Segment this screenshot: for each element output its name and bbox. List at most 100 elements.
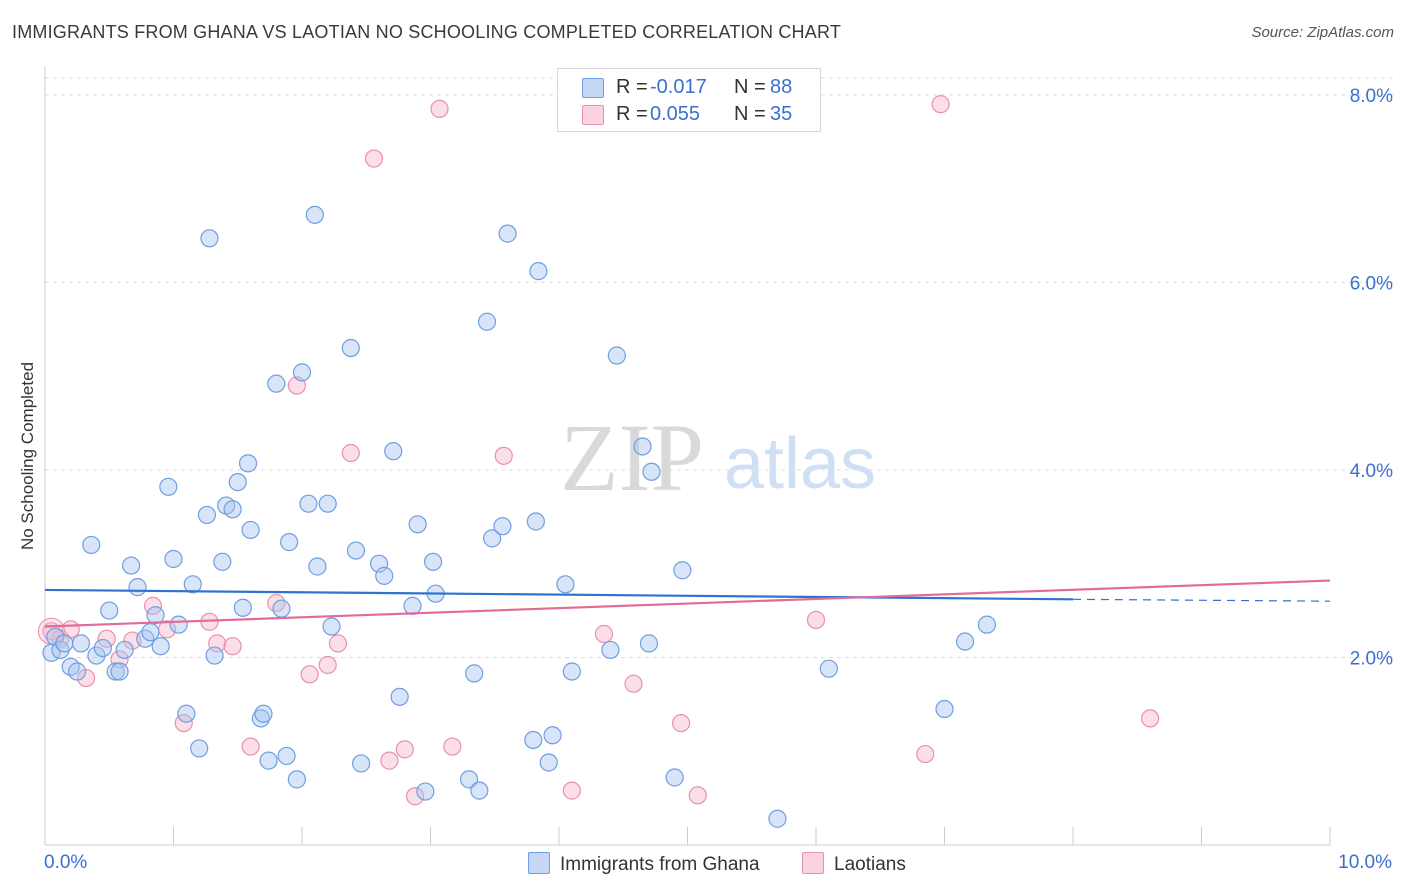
ghana-legend-swatch <box>528 852 550 874</box>
ghana-point <box>390 687 409 706</box>
ghana-point <box>459 770 479 789</box>
ghana-point <box>642 462 661 481</box>
ghana-point <box>254 704 273 723</box>
y-tick-label: 2.0% <box>1350 648 1393 669</box>
laotian-point <box>806 610 826 630</box>
laotian-point <box>671 713 691 733</box>
ghana-point <box>633 437 652 456</box>
ghana-point <box>190 739 209 758</box>
ghana-point <box>287 770 306 789</box>
ghana-point <box>177 704 196 723</box>
ghana-point <box>223 500 242 519</box>
ghana-point <box>183 575 202 594</box>
ghana-point <box>352 754 371 773</box>
ghana-point <box>322 617 341 636</box>
ghana-point <box>524 730 543 750</box>
ghana-point <box>87 646 106 665</box>
ghana-point <box>416 782 435 801</box>
y-tick-label: 6.0% <box>1350 273 1393 294</box>
watermark-atlas: atlas <box>724 424 876 504</box>
ghana-point <box>68 662 87 681</box>
laotian-point <box>688 786 707 805</box>
ghana-point <box>673 561 692 580</box>
laotian-point <box>916 744 935 764</box>
ghana-trend-line <box>44 588 1074 601</box>
n-label: N = <box>734 103 766 125</box>
ghana-point <box>935 699 954 719</box>
ghana-point <box>110 662 129 681</box>
ghana-point <box>543 726 562 745</box>
laotian-point <box>1140 709 1160 728</box>
n-value: 35 <box>770 103 793 125</box>
ghana-point <box>639 634 659 653</box>
r-value: 0.055 <box>650 103 701 125</box>
ghana-point <box>305 205 324 224</box>
n-label: N = <box>734 76 766 98</box>
laotian-point <box>443 737 462 756</box>
ghana-point <box>200 229 219 248</box>
ghana-point <box>164 549 183 569</box>
ghana-point <box>272 599 291 618</box>
ghana-point <box>213 552 232 571</box>
ghana-point <box>241 520 260 540</box>
laotian-trend-line <box>44 579 1331 628</box>
ghana-point <box>169 615 188 634</box>
ghana-point <box>308 557 327 576</box>
laotian-point <box>624 674 643 693</box>
laotian-point <box>430 99 449 118</box>
legend-item-laotians: Laotians <box>802 852 906 876</box>
ghana-point <box>556 575 575 594</box>
ghana-point <box>318 494 337 513</box>
ghana-point <box>470 781 489 800</box>
ghana-point <box>375 566 394 585</box>
ghana-point <box>141 623 160 642</box>
ghana-point <box>529 262 548 281</box>
legend-label: Immigrants from Ghana <box>560 854 760 875</box>
laotian-point <box>341 443 360 463</box>
watermark: ZIP atlas <box>560 404 876 511</box>
ghana-points <box>42 205 997 828</box>
chart-title: IMMIGRANTS FROM GHANA VS LAOTIAN NO SCHO… <box>12 22 842 42</box>
laotian-point <box>931 95 950 114</box>
x-tick-label-max: 10.0% <box>1338 852 1392 873</box>
laotian-point <box>300 665 319 684</box>
ghana-point <box>299 494 318 513</box>
ghana-point <box>128 578 147 597</box>
ghana-point <box>408 515 427 534</box>
ghana-point <box>493 517 512 536</box>
ghana-point <box>562 662 581 681</box>
laotian-point <box>395 740 414 759</box>
ghana-point <box>483 529 502 548</box>
ghana-point <box>477 312 497 331</box>
ghana-point <box>115 640 134 660</box>
ghana-point <box>768 809 787 828</box>
ghana-point <box>607 346 626 365</box>
stats-legend: R = -0.017 N = 88 R = 0.055 N = 35 <box>557 68 821 132</box>
ghana-point <box>955 632 975 651</box>
ghana-point <box>146 606 165 625</box>
ghana-point <box>121 556 141 575</box>
ghana-point <box>205 646 224 665</box>
ghana-point <box>403 596 422 615</box>
ghana-point <box>277 746 296 766</box>
ghana-point <box>267 374 286 393</box>
y-tick-label: 8.0% <box>1350 86 1393 107</box>
laotian-point <box>364 149 384 168</box>
laotian-point <box>223 637 242 656</box>
r-label: R = <box>616 76 648 98</box>
laotian-point <box>405 787 425 806</box>
ghana-point <box>280 533 299 552</box>
ghana-point <box>498 224 517 243</box>
ghana-point <box>346 541 366 560</box>
ghana-point <box>259 751 278 770</box>
trend-lines <box>44 579 1331 628</box>
x-tick-label-min: 0.0% <box>44 852 88 873</box>
ghana-point <box>55 634 74 653</box>
laotian-legend-swatch <box>802 852 824 874</box>
axes <box>44 66 1331 846</box>
laotian-point <box>97 629 116 648</box>
ghana-point <box>665 768 684 787</box>
ghana-point <box>71 634 91 653</box>
ghana-point <box>539 753 558 772</box>
